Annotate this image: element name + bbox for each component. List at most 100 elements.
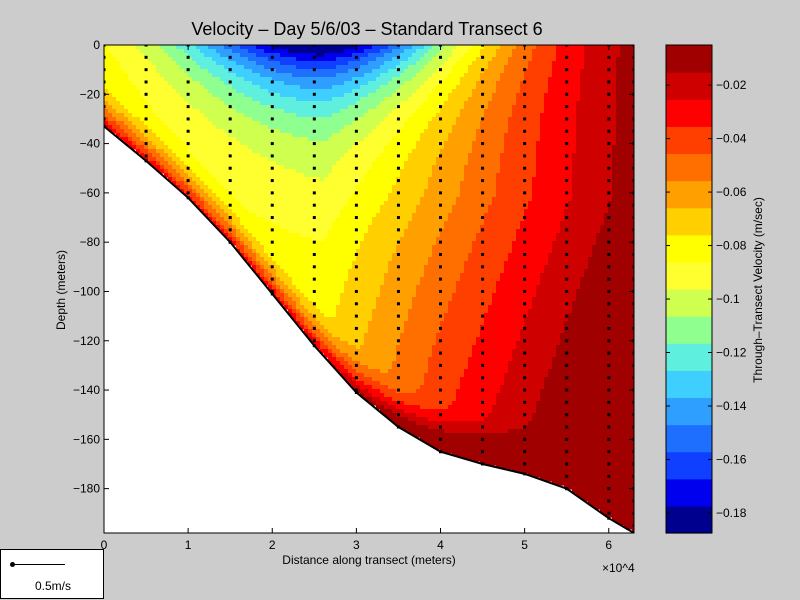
field-cell — [404, 185, 409, 190]
field-cell — [412, 369, 417, 374]
field-cell — [416, 261, 421, 266]
field-cell — [352, 165, 357, 170]
field-cell — [320, 173, 325, 178]
field-cell — [256, 93, 261, 98]
field-cell — [428, 313, 433, 318]
field-cell — [196, 97, 201, 102]
field-cell — [408, 361, 413, 366]
field-cell — [104, 85, 109, 90]
field-cell — [204, 189, 209, 194]
field-cell — [396, 321, 401, 326]
field-cell — [428, 345, 433, 350]
field-cell — [332, 333, 337, 338]
field-cell — [412, 357, 417, 362]
field-cell — [340, 309, 345, 314]
field-cell — [292, 121, 297, 126]
field-cell — [400, 109, 405, 114]
field-cell — [108, 85, 113, 90]
field-cell — [372, 341, 377, 346]
field-cell — [196, 105, 201, 110]
field-cell — [336, 201, 341, 206]
field-cell — [320, 85, 325, 90]
field-cell — [336, 329, 341, 334]
field-cell — [404, 221, 409, 226]
field-cell — [184, 141, 189, 146]
field-cell — [416, 137, 421, 142]
field-cell — [352, 321, 357, 326]
field-cell — [392, 57, 397, 62]
field-cell — [236, 225, 241, 230]
field-cell — [312, 169, 317, 174]
field-cell — [292, 221, 297, 226]
field-cell — [316, 321, 321, 326]
field-cell — [400, 209, 405, 214]
field-cell — [352, 345, 357, 350]
field-cell — [364, 393, 369, 398]
field-cell — [372, 97, 377, 102]
field-cell — [344, 349, 349, 354]
field-cell — [232, 197, 237, 202]
field-cell — [348, 273, 353, 278]
field-cell — [112, 97, 117, 102]
field-cell — [272, 229, 277, 234]
field-cell — [320, 53, 325, 58]
field-cell — [396, 185, 401, 190]
field-cell — [124, 57, 129, 62]
field-cell — [416, 425, 421, 430]
field-cell — [356, 169, 361, 174]
field-cell — [172, 137, 177, 142]
field-cell — [352, 285, 357, 290]
field-cell — [408, 193, 413, 198]
field-cell — [356, 257, 361, 262]
field-cell — [420, 325, 425, 330]
field-cell — [392, 329, 397, 334]
field-cell — [236, 65, 241, 70]
field-cell — [308, 117, 313, 122]
field-cell — [348, 237, 353, 242]
field-cell — [392, 101, 397, 106]
field-cell — [376, 325, 381, 330]
field-cell — [204, 197, 209, 202]
field-cell — [400, 305, 405, 310]
field-cell — [316, 237, 321, 242]
field-cell — [368, 125, 373, 130]
field-cell — [128, 125, 133, 130]
field-cell — [180, 69, 185, 74]
field-cell — [132, 125, 137, 130]
field-cell — [352, 253, 357, 258]
field-cell — [324, 229, 329, 234]
field-cell — [344, 225, 349, 230]
field-cell — [344, 197, 349, 202]
field-cell — [248, 133, 253, 138]
field-cell — [392, 353, 397, 358]
field-cell — [304, 209, 309, 214]
field-cell — [200, 177, 205, 182]
field-cell — [320, 109, 325, 114]
field-cell — [424, 141, 429, 146]
field-cell — [176, 177, 181, 182]
field-cell — [304, 329, 309, 334]
field-cell — [224, 125, 229, 130]
field-cell — [372, 249, 377, 254]
field-cell — [292, 277, 297, 282]
field-cell — [204, 81, 209, 86]
field-cell — [352, 225, 357, 230]
field-cell — [384, 169, 389, 174]
field-cell — [248, 245, 253, 250]
field-cell — [348, 341, 353, 346]
field-cell — [376, 301, 381, 306]
field-cell — [404, 261, 409, 266]
field-cell — [260, 257, 265, 262]
field-cell — [420, 329, 425, 334]
field-cell — [380, 57, 385, 62]
field-cell — [352, 153, 357, 158]
field-cell — [220, 53, 225, 58]
field-cell — [380, 253, 385, 258]
field-cell — [268, 237, 273, 242]
field-cell — [360, 309, 365, 314]
field-cell — [252, 177, 257, 182]
field-cell — [404, 193, 409, 198]
field-cell — [404, 81, 409, 86]
field-cell — [376, 225, 381, 230]
field-cell — [372, 397, 377, 402]
